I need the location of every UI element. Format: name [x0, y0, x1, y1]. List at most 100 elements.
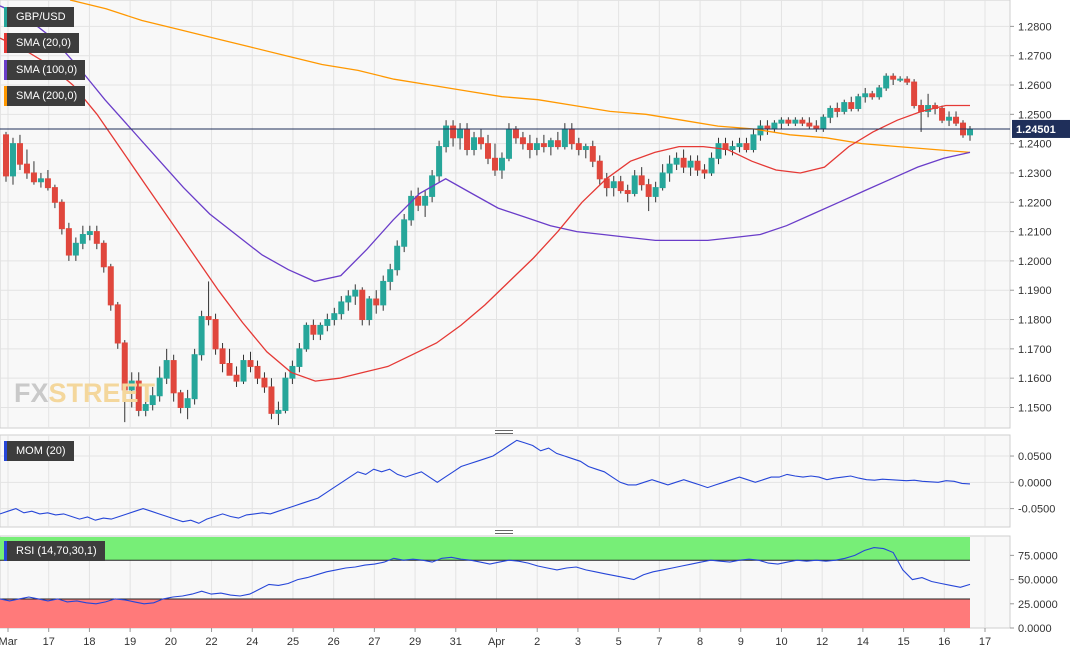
candle-body [282, 377, 289, 411]
candle-body [366, 298, 373, 321]
legend-sma200[interactable]: SMA (200,0) [4, 86, 86, 106]
candle-body [631, 175, 638, 194]
candle-body [317, 324, 324, 335]
price-tick-label: 1.1700 [1018, 344, 1052, 356]
legend-rsi[interactable]: RSI (14,70,30,1) [4, 541, 105, 561]
candle-body [792, 119, 799, 124]
candle-body [471, 137, 478, 151]
candle-body [443, 125, 450, 148]
candle-body [422, 195, 429, 206]
x-tick-label: 10 [775, 636, 787, 648]
candle-body [673, 157, 680, 165]
legend-sma100[interactable]: SMA (100,0) [4, 60, 86, 80]
candle-body [540, 143, 547, 148]
panel-resize-handle-0 [495, 430, 513, 431]
candle-body [904, 78, 911, 83]
rsi-tick-label: 75.0000 [1018, 550, 1058, 562]
price-tick-label: 1.1600 [1018, 373, 1052, 385]
candle-body [37, 178, 44, 183]
candle-body [967, 128, 973, 136]
candle-body [464, 128, 471, 151]
candle-body [771, 122, 778, 130]
candle-body [268, 386, 275, 414]
candle-body [834, 107, 841, 112]
rsi-tick-label: 50.0000 [1018, 575, 1058, 587]
panel-resize-handle-1 [495, 530, 513, 531]
candle-body [86, 231, 93, 236]
candle-body [79, 234, 86, 244]
x-tick-label: 29 [409, 636, 421, 648]
legend-sma100-swatch [4, 60, 7, 80]
candle-body [736, 143, 743, 148]
candle-body [750, 134, 757, 151]
candle-body [610, 181, 617, 189]
candle-body [44, 178, 51, 189]
x-tick-label: 24 [246, 636, 258, 648]
candle-body [862, 93, 869, 98]
candle-body [310, 324, 317, 335]
legend-gbpusd[interactable]: GBP/USD [4, 7, 74, 27]
candle-body [30, 172, 37, 183]
candle-body [582, 146, 589, 151]
sma200-line [69, 0, 971, 154]
legend-sma200-label: SMA (200,0) [16, 90, 78, 102]
candle-body [512, 128, 519, 139]
candle-body [128, 380, 135, 391]
candle-body [575, 143, 582, 151]
legend-sma20[interactable]: SMA (20,0) [4, 33, 80, 53]
candle-body [498, 157, 505, 171]
candle-body [184, 398, 191, 408]
panel-resize-handle-line-0 [495, 433, 513, 434]
candle-body [142, 404, 149, 411]
x-tick-label: 7 [656, 636, 662, 648]
x-tick-label: 9 [738, 636, 744, 648]
candle-body [876, 87, 883, 98]
mom-tick-label: -0.0500 [1018, 504, 1055, 516]
x-tick-label: 22 [205, 636, 217, 648]
candle-body [638, 175, 645, 186]
candle-body [491, 157, 498, 171]
candle-body [533, 143, 540, 151]
legend-mom[interactable]: MOM (20) [4, 441, 74, 461]
candle-body [9, 143, 16, 177]
x-tick-label: 18 [83, 636, 95, 648]
candle-body [415, 195, 422, 206]
candle-body [911, 81, 918, 107]
candle-body [373, 298, 380, 306]
rsi-tick-label: 25.0000 [1018, 599, 1058, 611]
candle-body [554, 140, 561, 148]
candle-body [820, 116, 827, 130]
legend-mom-label: MOM (20) [16, 445, 66, 457]
candle-body [387, 269, 394, 282]
legend-sma100-label: SMA (100,0) [16, 64, 78, 76]
candle-body [869, 93, 876, 98]
candle-body [778, 119, 785, 124]
candle-body [485, 143, 491, 159]
x-tick-label: 20 [165, 636, 177, 648]
x-tick-label: 19 [124, 636, 136, 648]
x-tick-label: 31 [450, 636, 462, 648]
candle-body [23, 163, 30, 174]
mom-tick-label: 0.0500 [1018, 451, 1052, 463]
x-tick-label: 12 [816, 636, 828, 648]
candle-body [135, 380, 142, 411]
candle-body [652, 187, 659, 197]
candle-body [589, 146, 596, 162]
candle-body [261, 377, 268, 388]
sma100-line [0, 5, 971, 283]
candle-body [505, 128, 512, 159]
candle-body [946, 116, 953, 121]
legend-sma20-swatch [4, 33, 7, 53]
candle-body [226, 363, 233, 376]
candle-body [450, 125, 457, 139]
candle-body [93, 231, 100, 244]
rsi-line [0, 547, 971, 605]
last-price-tag [1012, 119, 1070, 138]
candle-body [939, 107, 946, 121]
candle-body [890, 75, 897, 80]
candle-body [359, 289, 366, 321]
x-tick-label: 8 [697, 636, 703, 648]
legend-gbpusd-swatch [4, 7, 7, 27]
candle-body [205, 316, 212, 321]
